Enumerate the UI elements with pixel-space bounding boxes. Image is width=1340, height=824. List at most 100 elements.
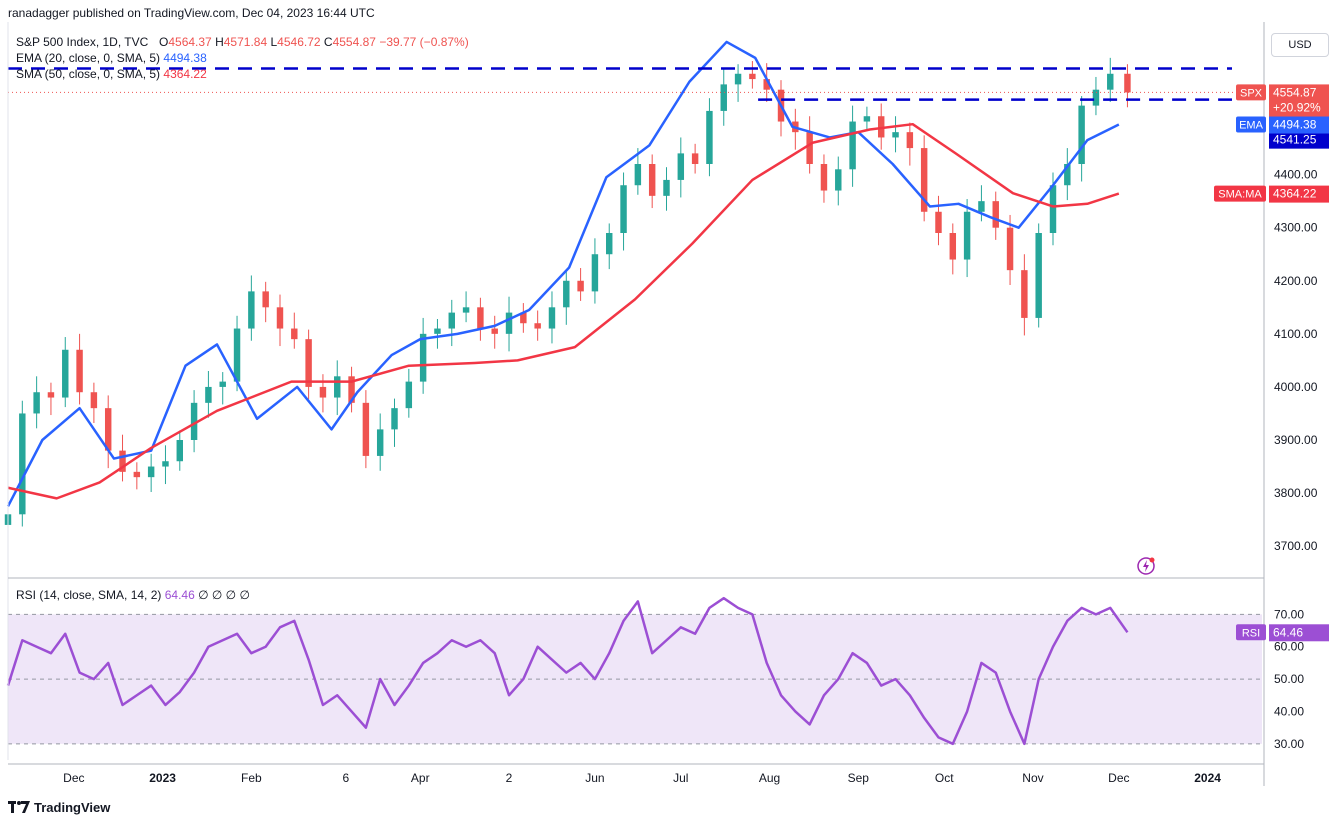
candle-body <box>835 169 842 191</box>
rsi-tick-label: 40.00 <box>1274 704 1304 718</box>
level-value-text: 4541.25 <box>1273 133 1317 147</box>
candle-body <box>419 333 427 382</box>
rsi-line <box>6 596 1129 746</box>
candle-body <box>691 153 699 164</box>
candle-body <box>119 450 126 472</box>
candle-body <box>534 323 541 329</box>
sma-legend-label: SMA (50, close, 0, SMA, 5) <box>16 67 161 81</box>
candle-body <box>606 233 613 255</box>
candle-body <box>978 201 985 212</box>
candle-body <box>1035 233 1042 318</box>
time-tick-label: Dec <box>1108 771 1129 785</box>
candle-body <box>677 153 685 180</box>
candle-body <box>262 291 269 308</box>
candle-body <box>477 307 484 329</box>
symbol-title: S&P 500 Index, 1D, TVC <box>16 35 149 49</box>
candle-body <box>648 164 656 196</box>
candle-body <box>448 312 455 329</box>
price-pane[interactable] <box>4 40 1262 535</box>
candle-body <box>405 381 413 409</box>
ema-tag-box <box>1236 116 1266 133</box>
price-tick-label: 4000.00 <box>1274 380 1318 394</box>
lightning-icon[interactable] <box>1136 556 1156 576</box>
candle-body <box>520 312 527 324</box>
candle-body <box>906 132 914 149</box>
price-tick-label: 3700.00 <box>1274 539 1318 553</box>
rsi-tag-text: RSI <box>1242 627 1260 639</box>
candle-body <box>462 307 470 313</box>
rsi-tick-label: 70.00 <box>1274 607 1304 621</box>
rsi-legend[interactable]: RSI (14, close, SMA, 14, 2) 64.46 ∅ ∅ ∅ … <box>16 588 250 602</box>
candle-body <box>963 211 971 260</box>
rsi-legend-value: 64.46 <box>164 588 195 602</box>
time-tick-label: Dec <box>63 771 84 785</box>
candle-body <box>205 386 212 403</box>
low-label: L <box>270 35 278 49</box>
ema-tag-text: EMA <box>1239 120 1264 132</box>
time-tick-label: Apr <box>411 771 430 785</box>
candle-body <box>563 280 570 308</box>
candle-body <box>1107 73 1114 90</box>
price-tick-label: 4100.00 <box>1274 327 1318 341</box>
time-tick-label: Aug <box>759 771 780 785</box>
candle-body <box>1092 89 1100 106</box>
ema-value-box <box>1269 116 1329 134</box>
rsi-tick-label: 60.00 <box>1274 640 1304 654</box>
ema-value-text: 4494.38 <box>1273 118 1317 132</box>
candle-body <box>47 392 55 398</box>
candle-body <box>634 164 642 186</box>
candle-body <box>591 254 599 292</box>
time-tick-label: 2023 <box>149 771 176 785</box>
candle-body <box>1006 227 1014 271</box>
candle-body <box>920 148 928 212</box>
candle-body <box>319 386 327 398</box>
close-label: C <box>323 35 333 49</box>
candle-body <box>720 84 727 111</box>
change-value: −39.77 (−0.87%) <box>379 35 469 49</box>
candle-body <box>90 392 98 409</box>
candle-body <box>1124 73 1131 93</box>
candle-body <box>391 408 398 430</box>
high-label: H <box>215 35 224 49</box>
currency-button[interactable]: USD <box>1271 33 1329 57</box>
ema-legend[interactable]: EMA (20, close, 0, SMA, 5) 4494.38 <box>16 51 207 65</box>
tradingview-logo-icon <box>8 801 30 813</box>
sma-legend[interactable]: SMA (50, close, 0, SMA, 5) 4364.22 <box>16 67 207 81</box>
open-value: 4564.37 <box>168 35 212 49</box>
candle-body <box>434 328 441 334</box>
candle-body <box>620 185 627 233</box>
high-value: 4571.84 <box>223 35 268 49</box>
time-tick-label: Jun <box>585 771 604 785</box>
sma-tag-box <box>1214 185 1266 202</box>
candle-body <box>949 233 957 260</box>
candle-body <box>863 116 871 122</box>
symbol-legend[interactable]: S&P 500 Index, 1D, TVC O4564.37 H4571.84… <box>16 35 469 49</box>
time-tick-label: Jul <box>673 771 688 785</box>
publisher-line: ranadagger published on TradingView.com,… <box>8 6 375 20</box>
ema-line <box>6 40 1120 507</box>
candle-body <box>1021 270 1028 318</box>
candle-body <box>376 429 384 456</box>
candle-body <box>104 408 112 451</box>
spx-tag-text: SPX <box>1240 87 1263 99</box>
candle-body <box>1064 164 1071 186</box>
candle-body <box>1078 105 1085 164</box>
price-tick-label: 3800.00 <box>1274 486 1318 500</box>
candle-body <box>548 307 556 329</box>
candle-body <box>734 73 742 85</box>
price-tick-label: 4200.00 <box>1274 274 1318 288</box>
candle-body <box>233 328 241 382</box>
ema-legend-label: EMA (20, close, 0, SMA, 5) <box>16 51 161 65</box>
tradingview-footer[interactable]: TradingView <box>8 800 110 815</box>
spx-tag-box <box>1236 84 1266 101</box>
candle-body <box>291 328 298 340</box>
candle-body <box>849 121 856 170</box>
low-value: 4546.72 <box>277 35 321 49</box>
candle-body <box>62 349 69 398</box>
axes: 3700.00 3800.00 3900.00 4000.00 4100.00 4200.… <box>7 22 1318 786</box>
candle-body <box>505 312 513 334</box>
candle-body <box>248 291 255 329</box>
rsi-pane[interactable] <box>6 596 1262 746</box>
sma-value-text: 4364.22 <box>1273 187 1317 201</box>
